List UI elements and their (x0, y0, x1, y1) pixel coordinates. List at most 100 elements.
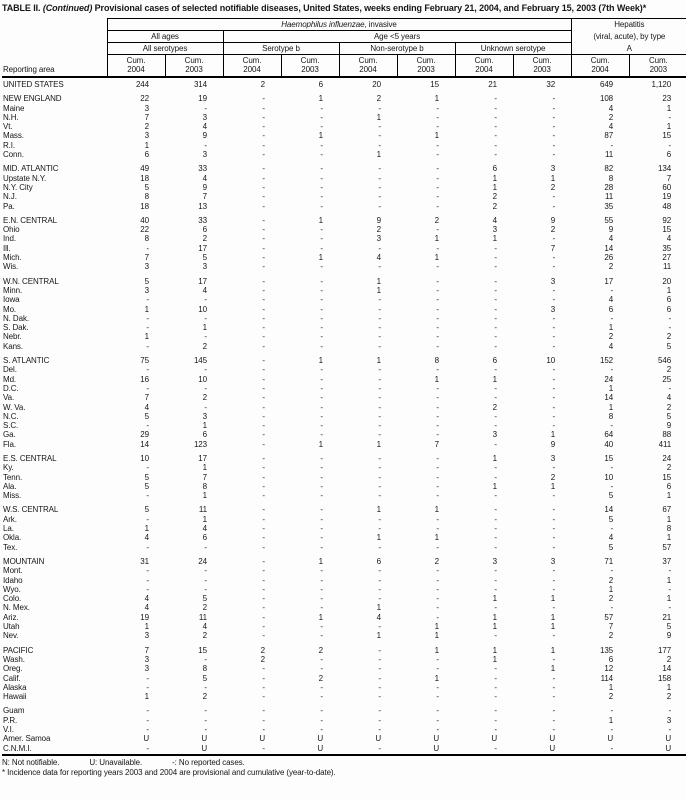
table-cell: 6 (492, 164, 497, 174)
table-cell: 26 (604, 253, 614, 263)
table-cell: 2 (318, 645, 323, 655)
table-row: UNITED STATES 244 314 2 6 20 15 21 32 649 1,120 (2, 77, 686, 89)
table-cell: 8 (202, 481, 207, 491)
table-cell: - (552, 374, 556, 384)
table-cell: 1 (492, 453, 497, 463)
table-cell: 10 (198, 374, 207, 384)
row-label: Ind. (3, 234, 16, 244)
table-cell: - (610, 524, 614, 534)
table-cell: 4 (144, 402, 149, 412)
table-cell: 60 (662, 182, 672, 192)
table-cell: - (552, 692, 556, 702)
table-cell: 2 (550, 472, 556, 482)
table-cell: - (378, 692, 381, 702)
table-cell: 9 (376, 215, 381, 225)
table-cell: - (320, 533, 323, 543)
table-cell: 9 (666, 631, 672, 641)
table-cell: - (494, 715, 497, 725)
table-cell: - (552, 421, 556, 431)
table-cell: 32 (546, 80, 556, 89)
table-cell: 10 (604, 472, 614, 482)
table-cell: 16 (140, 374, 149, 384)
table-cell: - (320, 692, 323, 702)
table-cell: 11 (604, 192, 614, 202)
table-cell: - (436, 715, 439, 725)
table-cell: - (436, 393, 439, 403)
table-cell: 15 (430, 80, 439, 89)
table-row: Iowa - - - - - - - - 4 6 (2, 295, 686, 304)
table-cell: - (378, 295, 381, 305)
table-cell: - (494, 365, 497, 375)
table-cell: - (204, 682, 207, 692)
table-cell: - (204, 654, 207, 664)
table-cell: 12 (604, 664, 614, 674)
table-row: C.N.M.I. - U - U - U - U - U (2, 743, 686, 756)
cum-2003-header: Cum. 2003 (396, 54, 455, 78)
table-cell: - (262, 542, 265, 552)
table-cell: - (610, 706, 614, 716)
row-label: N.J. (3, 192, 17, 202)
table-cell: - (552, 542, 556, 552)
table-cell: 17 (198, 276, 207, 286)
table-cell: 1 (492, 645, 497, 655)
hepatitis-subtitle-header: (viral, acute), by type (570, 30, 686, 43)
table-cell: 1 (492, 654, 497, 664)
table-cell: 8 (202, 664, 207, 674)
table-cell: - (668, 313, 672, 323)
table-cell: 71 (604, 556, 614, 566)
table-cell: - (668, 725, 672, 734)
table-row: Amer. Samoa U U U U U U U U U U (2, 734, 686, 743)
table-row: Mo. 1 10 - - - - - 3 6 6 (2, 305, 686, 314)
table-cell: - (494, 262, 497, 272)
table-cell: - (668, 323, 672, 333)
table-cell: - (378, 664, 381, 674)
table-cell: 20 (372, 80, 381, 89)
row-label: Ariz. (3, 612, 19, 622)
table-cell: 15 (662, 472, 672, 482)
table-cell: 1 (376, 276, 381, 286)
table-cell: - (262, 285, 265, 295)
table-cell: 2 (608, 594, 614, 604)
table-cell: - (262, 631, 265, 641)
table-cell: U (549, 734, 556, 744)
row-label: Del. (3, 365, 17, 375)
table-cell: - (378, 491, 381, 501)
table-cell: - (204, 365, 207, 375)
table-cell: - (494, 682, 497, 692)
table-cell: 3 (144, 631, 149, 641)
table-cell: 1 (434, 622, 439, 632)
table-cell: 3 (550, 453, 556, 463)
table-cell: 9 (550, 215, 556, 225)
table-cell: 10 (198, 304, 207, 314)
table-row: Colo. 4 5 - - - - 1 1 2 1 (2, 594, 686, 603)
table-cell: 49 (140, 164, 149, 174)
table-cell: 33 (198, 164, 207, 174)
table-cell: - (378, 374, 381, 384)
table-cell: 4 (376, 612, 381, 622)
table-cell: 158 (658, 673, 672, 683)
table-row: Mass. 3 9 - 1 - 1 - - 87 15 (2, 131, 686, 140)
table-cell: 3 (144, 262, 149, 272)
table-cell: - (378, 201, 381, 211)
table-cell: - (378, 575, 381, 585)
table-cell: - (552, 103, 556, 113)
table-cell: 8 (608, 411, 614, 421)
table-cell: 1 (550, 481, 556, 491)
table-cell: 57 (662, 542, 672, 552)
table-cell: - (494, 514, 497, 524)
table-row: N.C. 5 3 - - - - - - 8 5 (2, 412, 686, 421)
row-label: Colo. (3, 594, 22, 604)
table-cell: 14 (140, 439, 149, 449)
table-cell: - (455, 743, 513, 756)
table-row: V.I. - - - - - - - - - - (2, 725, 686, 734)
table-cell: 7 (608, 622, 614, 632)
title-continued: (Continued) (42, 3, 93, 13)
table-title: TABLE II. (Continued) Provisional cases … (2, 3, 684, 14)
table-cell: - (552, 295, 556, 305)
table-cell: 13 (198, 201, 207, 211)
table-cell: - (320, 262, 323, 272)
table-cell: - (378, 472, 381, 482)
table-cell: - (320, 725, 323, 734)
table-cell: 3 (144, 103, 149, 113)
table-cell: - (436, 472, 439, 482)
